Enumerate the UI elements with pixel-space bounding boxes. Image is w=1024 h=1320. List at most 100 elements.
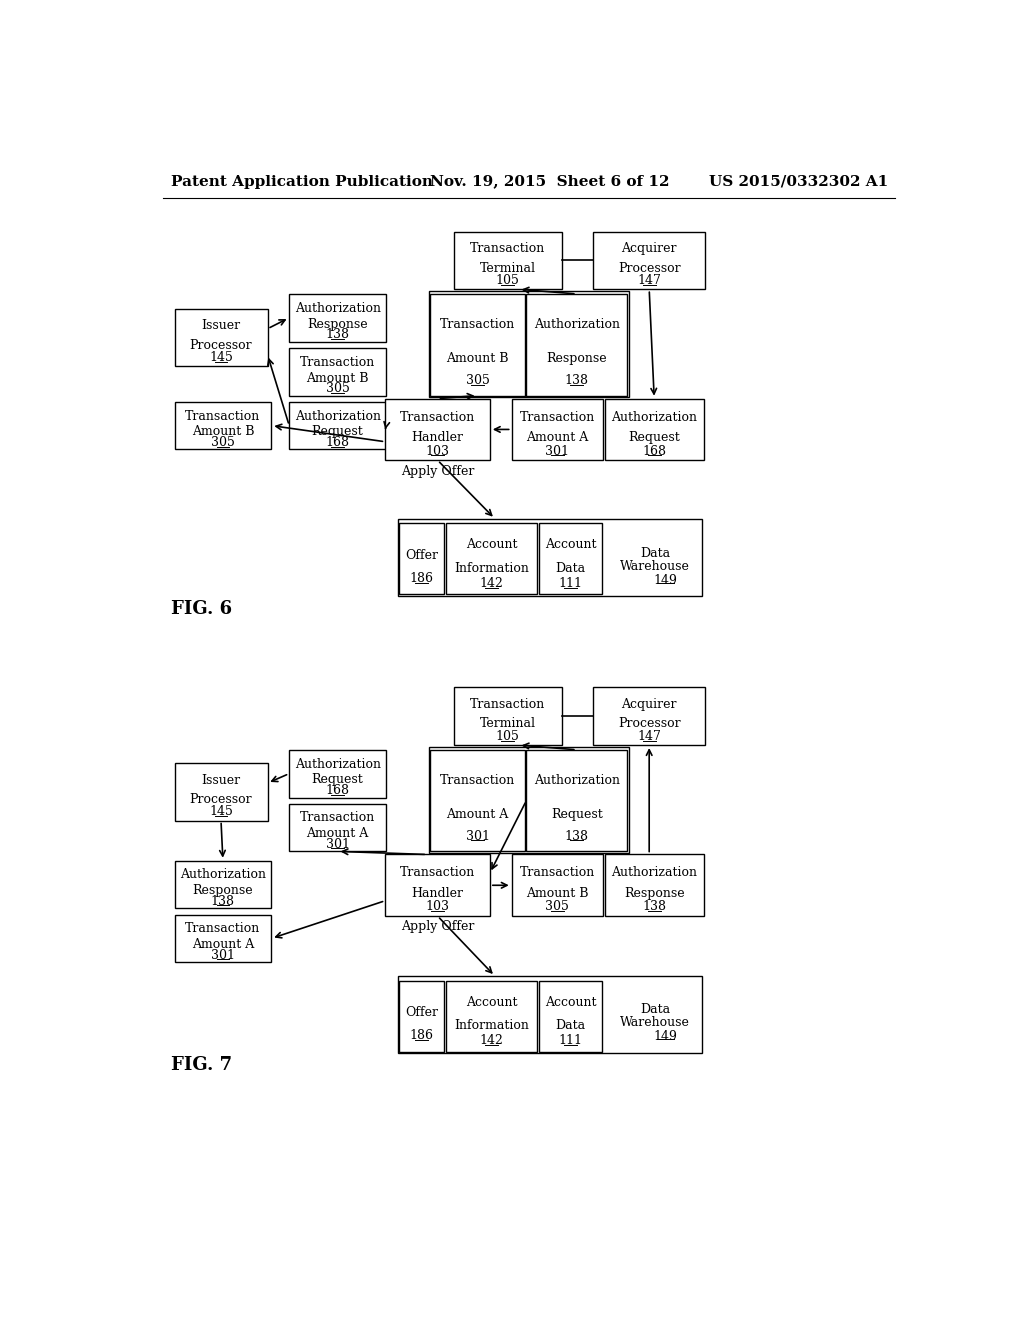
- Text: Amount A: Amount A: [446, 808, 509, 821]
- Bar: [445, 523, 538, 594]
- Text: 301: 301: [466, 830, 489, 842]
- Text: Transaction: Transaction: [470, 698, 546, 711]
- Text: Account: Account: [466, 995, 517, 1008]
- Bar: [430, 750, 524, 851]
- Text: Amount A: Amount A: [191, 939, 254, 952]
- Text: Request: Request: [311, 774, 364, 787]
- Text: Transaction: Transaction: [400, 866, 475, 879]
- Text: Request: Request: [311, 425, 364, 438]
- Text: Response: Response: [193, 884, 253, 898]
- Bar: [539, 523, 602, 594]
- Text: 138: 138: [326, 327, 349, 341]
- Bar: [430, 294, 524, 396]
- Text: Processor: Processor: [189, 339, 252, 351]
- Text: Transaction: Transaction: [470, 243, 546, 255]
- Bar: [174, 309, 267, 367]
- Text: 168: 168: [642, 445, 667, 458]
- Text: Information: Information: [454, 562, 529, 574]
- Text: Amount B: Amount B: [446, 352, 509, 364]
- Text: Authorization: Authorization: [611, 866, 697, 879]
- Text: 186: 186: [410, 572, 434, 585]
- Text: Terminal: Terminal: [480, 718, 536, 730]
- Text: Issuer: Issuer: [202, 774, 241, 787]
- Text: Authorization: Authorization: [611, 411, 697, 424]
- Text: Authorization: Authorization: [295, 409, 381, 422]
- Text: 138: 138: [642, 900, 667, 913]
- Bar: [454, 231, 562, 289]
- Bar: [539, 981, 602, 1052]
- Bar: [174, 861, 271, 908]
- Text: Request: Request: [629, 432, 680, 444]
- Text: Account: Account: [466, 539, 517, 552]
- Text: Data: Data: [640, 1003, 670, 1016]
- Bar: [454, 688, 562, 744]
- Text: 301: 301: [546, 445, 569, 458]
- Text: Authorization: Authorization: [295, 302, 381, 314]
- Text: Response: Response: [624, 887, 684, 900]
- Bar: [604, 854, 703, 916]
- Text: Data: Data: [555, 1019, 586, 1032]
- Text: Data: Data: [555, 562, 586, 574]
- Text: Offer: Offer: [406, 1006, 438, 1019]
- Text: 305: 305: [211, 436, 234, 449]
- Text: 301: 301: [326, 838, 349, 850]
- Text: Amount B: Amount B: [191, 425, 254, 438]
- Bar: [593, 688, 706, 744]
- Text: Terminal: Terminal: [480, 261, 536, 275]
- Text: Amount A: Amount A: [526, 432, 589, 444]
- Text: 111: 111: [558, 1035, 583, 1048]
- Text: Response: Response: [307, 318, 368, 330]
- Text: Handler: Handler: [412, 887, 464, 900]
- Bar: [174, 915, 271, 962]
- Bar: [397, 519, 701, 595]
- Text: FIG. 6: FIG. 6: [171, 599, 231, 618]
- Bar: [174, 401, 271, 450]
- Text: Issuer: Issuer: [202, 319, 241, 333]
- Text: Transaction: Transaction: [440, 774, 515, 787]
- Text: 149: 149: [653, 574, 677, 587]
- Bar: [526, 750, 627, 851]
- Text: 168: 168: [326, 436, 349, 449]
- Text: 305: 305: [466, 374, 489, 387]
- Text: Transaction: Transaction: [440, 318, 515, 331]
- Text: 168: 168: [326, 784, 349, 797]
- Text: Acquirer: Acquirer: [622, 243, 677, 255]
- Text: 147: 147: [637, 275, 662, 288]
- Text: 145: 145: [209, 351, 232, 364]
- Text: Response: Response: [547, 352, 607, 364]
- Bar: [399, 523, 444, 594]
- Text: Authorization: Authorization: [534, 318, 620, 331]
- Text: Transaction: Transaction: [520, 411, 595, 424]
- Bar: [593, 231, 706, 289]
- Text: Transaction: Transaction: [185, 409, 260, 422]
- Bar: [385, 854, 489, 916]
- Text: 138: 138: [211, 895, 234, 908]
- Text: 142: 142: [479, 577, 504, 590]
- Text: Authorization: Authorization: [534, 774, 620, 787]
- Text: 145: 145: [209, 805, 232, 818]
- Bar: [512, 854, 603, 916]
- Bar: [289, 348, 386, 396]
- Text: Information: Information: [454, 1019, 529, 1032]
- Bar: [289, 401, 386, 450]
- Text: Authorization: Authorization: [180, 869, 266, 882]
- Text: Request: Request: [551, 808, 602, 821]
- Text: Processor: Processor: [617, 261, 681, 275]
- Text: Apply Offer: Apply Offer: [401, 465, 474, 478]
- Text: Processor: Processor: [617, 718, 681, 730]
- Text: Warehouse: Warehouse: [621, 1016, 690, 1028]
- Text: 138: 138: [564, 830, 589, 842]
- Bar: [512, 399, 603, 461]
- Text: 147: 147: [637, 730, 662, 743]
- Text: Amount B: Amount B: [526, 887, 589, 900]
- Text: Patent Application Publication: Patent Application Publication: [171, 174, 432, 189]
- Bar: [429, 290, 629, 397]
- Text: Offer: Offer: [406, 549, 438, 562]
- Text: Account: Account: [545, 995, 596, 1008]
- Text: 301: 301: [211, 949, 234, 961]
- Text: Transaction: Transaction: [400, 411, 475, 424]
- Bar: [289, 804, 386, 851]
- Text: 142: 142: [479, 1035, 504, 1048]
- Text: Transaction: Transaction: [520, 866, 595, 879]
- Bar: [385, 399, 489, 461]
